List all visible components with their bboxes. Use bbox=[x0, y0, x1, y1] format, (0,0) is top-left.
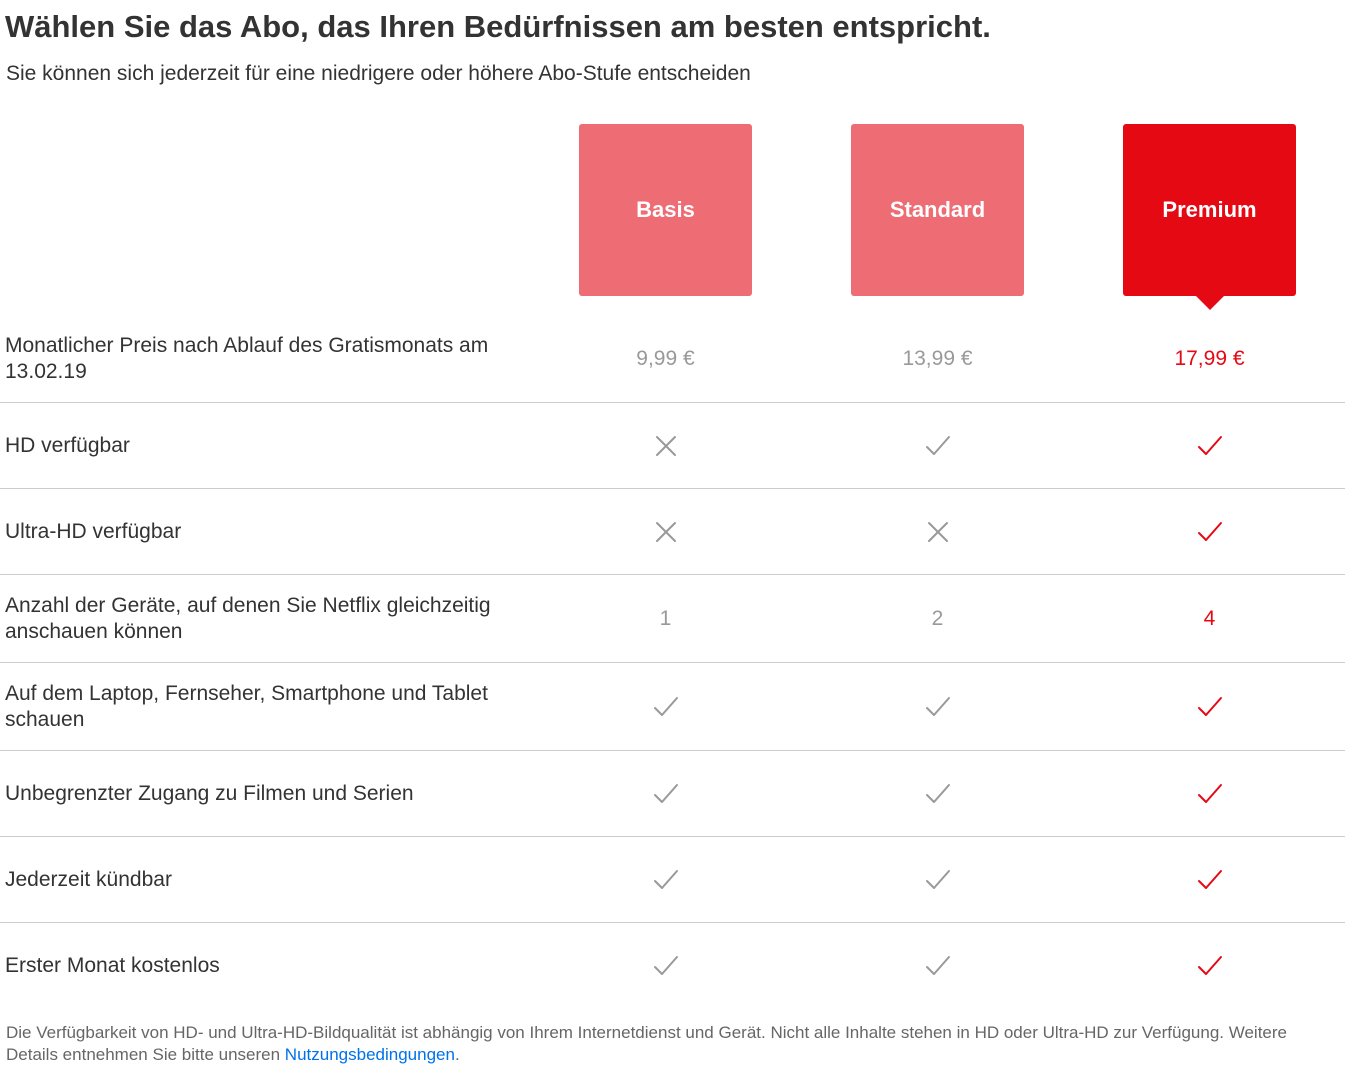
page-title: Wählen Sie das Abo, das Ihren Bedürfniss… bbox=[5, 9, 991, 44]
row-label-hd: HD verfügbar bbox=[5, 433, 130, 457]
check-icon bbox=[1196, 432, 1224, 460]
row-label-devices: Auf dem Laptop, Fernseher, Smartphone un… bbox=[5, 681, 488, 731]
cancel-premium-cell bbox=[1123, 837, 1296, 922]
screens-standard: 2 bbox=[931, 606, 944, 630]
plan-comparison-table: Monatlicher Preis nach Ablauf des Gratis… bbox=[0, 316, 1345, 1009]
row-screens: Anzahl der Geräte, auf denen Sie Netflix… bbox=[0, 575, 1345, 663]
plan-name-basis: Basis bbox=[636, 197, 695, 222]
terms-link[interactable]: Nutzungsbedingungen bbox=[284, 1045, 455, 1064]
devices-premium-cell bbox=[1123, 663, 1296, 750]
cancel-standard-cell bbox=[851, 837, 1024, 922]
check-icon bbox=[652, 693, 680, 721]
plan-name-standard: Standard bbox=[889, 197, 986, 222]
row-uhd: Ultra-HD verfügbar bbox=[0, 489, 1345, 575]
footnote: Die Verfügbarkeit von HD- und Ultra-HD-B… bbox=[6, 1022, 1336, 1066]
cancel-basis-cell bbox=[579, 837, 752, 922]
row-label-price: Monatlicher Preis nach Ablauf des Gratis… bbox=[5, 334, 489, 383]
hd-premium-cell bbox=[1123, 403, 1296, 488]
check-icon bbox=[1196, 693, 1224, 721]
row-label-uhd: Ultra-HD verfügbar bbox=[5, 519, 182, 543]
check-icon bbox=[1196, 866, 1224, 894]
cross-icon bbox=[924, 518, 952, 546]
check-icon bbox=[924, 693, 952, 721]
screens-basis: 1 bbox=[659, 606, 672, 630]
check-icon bbox=[924, 432, 952, 460]
cross-icon bbox=[652, 432, 680, 460]
free-month-basis-cell bbox=[579, 923, 752, 1009]
row-price: Monatlicher Preis nach Ablauf des Gratis… bbox=[0, 316, 1345, 403]
footnote-end: . bbox=[454, 1045, 460, 1064]
row-label-cancel: Jederzeit kündbar bbox=[5, 867, 172, 891]
row-unlimited: Unbegrenzter Zugang zu Filmen und Serien bbox=[0, 751, 1345, 837]
price-standard: 13,99 € bbox=[902, 347, 973, 370]
unlimited-premium-cell bbox=[1123, 751, 1296, 836]
check-icon bbox=[924, 780, 952, 808]
hd-standard-cell bbox=[851, 403, 1024, 488]
plan-card-basis[interactable]: Basis bbox=[579, 124, 752, 296]
devices-basis-cell bbox=[579, 663, 752, 750]
uhd-standard-cell bbox=[851, 489, 1024, 574]
price-premium: 17,99 € bbox=[1174, 347, 1245, 370]
row-free-month: Erster Monat kostenlos bbox=[0, 923, 1345, 1009]
check-icon bbox=[652, 866, 680, 894]
uhd-basis-cell bbox=[579, 489, 752, 574]
check-icon bbox=[652, 780, 680, 808]
check-icon bbox=[1196, 780, 1224, 808]
uhd-premium-cell bbox=[1123, 489, 1296, 574]
row-devices: Auf dem Laptop, Fernseher, Smartphone un… bbox=[0, 663, 1345, 751]
check-icon bbox=[1196, 518, 1224, 546]
plan-card-premium[interactable]: Premium bbox=[1123, 124, 1296, 310]
price-basis: 9,99 € bbox=[636, 347, 695, 370]
row-label-free-month: Erster Monat kostenlos bbox=[5, 954, 220, 977]
unlimited-standard-cell bbox=[851, 751, 1024, 836]
screens-premium: 4 bbox=[1203, 606, 1216, 630]
row-hd: HD verfügbar bbox=[0, 403, 1345, 489]
free-month-standard-cell bbox=[851, 923, 1024, 1009]
check-icon bbox=[924, 952, 952, 980]
row-cancel: Jederzeit kündbar bbox=[0, 837, 1345, 923]
page-subtitle: Sie können sich jederzeit für eine niedr… bbox=[6, 62, 751, 85]
devices-standard-cell bbox=[851, 663, 1024, 750]
plan-card-standard[interactable]: Standard bbox=[851, 124, 1024, 296]
footnote-text: Die Verfügbarkeit von HD- und Ultra-HD-B… bbox=[6, 1023, 1287, 1064]
row-label-unlimited: Unbegrenzter Zugang zu Filmen und Serien bbox=[5, 781, 414, 805]
check-icon bbox=[652, 952, 680, 980]
check-icon bbox=[1196, 952, 1224, 980]
cross-icon bbox=[652, 518, 680, 546]
free-month-premium-cell bbox=[1123, 923, 1296, 1009]
plan-name-premium: Premium bbox=[1162, 197, 1257, 222]
hd-basis-cell bbox=[579, 403, 752, 488]
unlimited-basis-cell bbox=[579, 751, 752, 836]
check-icon bbox=[924, 866, 952, 894]
row-label-screens: Anzahl der Geräte, auf denen Sie Netflix… bbox=[5, 593, 491, 643]
